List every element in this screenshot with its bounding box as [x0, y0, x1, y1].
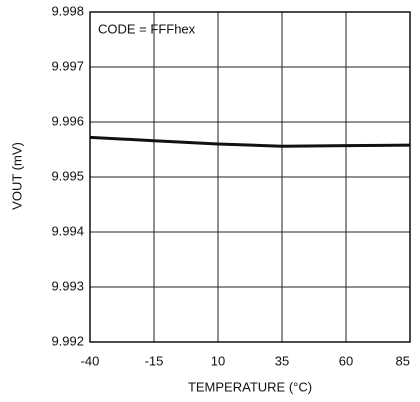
- x-tick-label: 60: [339, 353, 353, 368]
- y-tick-label: 9.996: [51, 113, 84, 128]
- x-tick-label: -15: [145, 353, 164, 368]
- x-axis-label: TEMPERATURE (°C): [188, 379, 312, 394]
- plot-frame: [89, 11, 411, 343]
- x-tick-label: -40: [81, 353, 100, 368]
- x-tick-label: 35: [275, 353, 289, 368]
- y-tick-label: 9.997: [51, 58, 84, 73]
- y-tick-label: 9.995: [51, 168, 84, 183]
- y-tick-label: 9.994: [51, 223, 84, 238]
- y-axis-label: VOUT (mV): [9, 142, 24, 210]
- y-tick-label: 9.993: [51, 278, 84, 293]
- x-tick-label: 85: [396, 353, 410, 368]
- annotation: CODE = FFFhex: [98, 21, 196, 36]
- data-line: [89, 135, 411, 148]
- x-tick-label: 10: [211, 353, 225, 368]
- y-tick-label: 9.998: [51, 3, 84, 18]
- y-tick-label: 9.992: [51, 333, 84, 348]
